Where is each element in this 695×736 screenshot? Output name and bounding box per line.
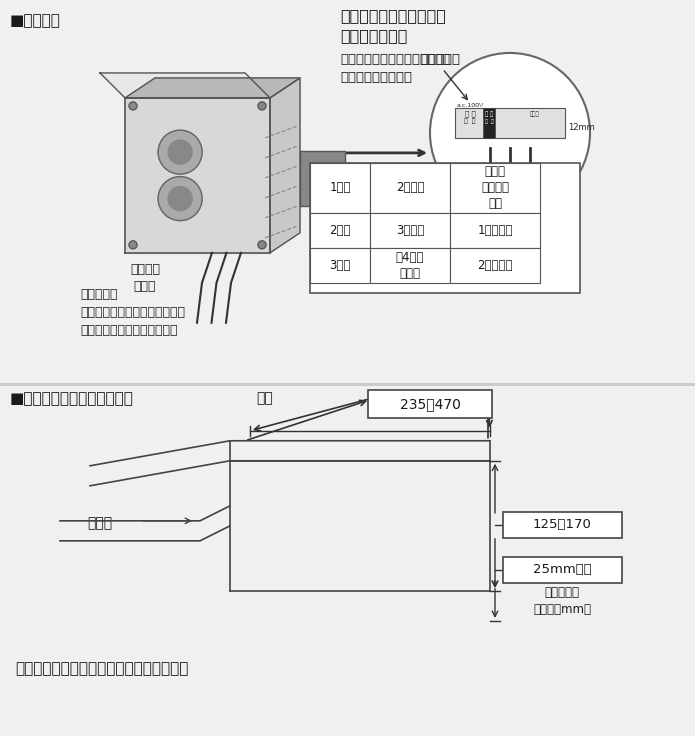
Polygon shape: [125, 78, 300, 98]
Text: 2台目より: 2台目より: [477, 259, 513, 272]
Bar: [310, 163, 580, 293]
Text: （ご注意）
黒（活線側）、白（接地側）に
注意して結線してください。: （ご注意） 黒（活線側）、白（接地側）に 注意して結線してください。: [80, 288, 185, 337]
Text: ■取付可能な換気孔の大きさ: ■取付可能な換気孔の大きさ: [10, 391, 134, 406]
Text: 25mm以上: 25mm以上: [532, 563, 591, 576]
Bar: [455, 108, 565, 138]
Circle shape: [258, 241, 266, 249]
Text: 結線作業がワンタッチの
速結端子採用！: 結線作業がワンタッチの 速結端子採用！: [340, 8, 446, 43]
FancyBboxPatch shape: [503, 557, 622, 583]
Text: 屋外配線
の場合: 屋外配線 の場合: [130, 263, 160, 293]
Text: a.c.100V: a.c.100V: [478, 104, 500, 108]
Text: 白  黒: 白 黒: [464, 118, 476, 124]
Text: 235～470: 235～470: [400, 397, 460, 411]
Text: 電 源: 電 源: [485, 111, 493, 117]
Text: 電気工事は、屋外、室内のどちら
からでも可能です。: 電気工事は、屋外、室内のどちら からでも可能です。: [340, 53, 460, 84]
Text: 白  黒: 白 黒: [484, 119, 493, 124]
Circle shape: [158, 130, 202, 174]
Bar: [310, 163, 370, 213]
Text: VVF: VVF: [496, 188, 514, 198]
Circle shape: [158, 177, 202, 221]
Bar: [483, 108, 495, 138]
Bar: [310, 213, 370, 248]
Text: 1台目より: 1台目より: [477, 224, 513, 237]
Text: a.c.100V: a.c.100V: [457, 104, 484, 108]
Bar: [450, 213, 540, 248]
FancyBboxPatch shape: [503, 512, 622, 538]
Text: 速結端子: 速結端子: [420, 53, 467, 99]
Circle shape: [168, 187, 192, 210]
FancyBboxPatch shape: [368, 390, 492, 418]
Text: 3台目へ: 3台目へ: [396, 224, 424, 237]
Polygon shape: [270, 78, 300, 252]
Bar: [370, 163, 450, 213]
Circle shape: [258, 102, 266, 110]
Circle shape: [129, 241, 137, 249]
Polygon shape: [100, 73, 270, 98]
Text: ゲージ: ゲージ: [530, 111, 540, 117]
Text: 布基礎: 布基礎: [88, 516, 113, 530]
Text: 12mm: 12mm: [568, 124, 595, 132]
Bar: [450, 163, 540, 213]
Bar: [370, 248, 450, 283]
Text: 土台: 土台: [256, 391, 273, 405]
Polygon shape: [125, 98, 270, 252]
Bar: [450, 248, 540, 283]
Circle shape: [168, 140, 192, 164]
Text: ■結線方法: ■結線方法: [10, 13, 61, 28]
Text: タイム
スイッチ
より: タイム スイッチ より: [481, 166, 509, 210]
Circle shape: [430, 53, 590, 213]
Bar: [310, 248, 370, 283]
Text: 必要です。
（単位：mm）: 必要です。 （単位：mm）: [533, 586, 591, 616]
Text: 1台目: 1台目: [329, 181, 351, 194]
Text: 2台目へ: 2台目へ: [395, 181, 424, 194]
Text: 出 力: 出 力: [465, 110, 475, 117]
Text: （4台目
以降）: （4台目 以降）: [395, 251, 424, 280]
Bar: [300, 152, 345, 206]
Text: 125～170: 125～170: [532, 518, 591, 531]
Text: 取付開口の対応寸法が広く、施工が簡単！: 取付開口の対応寸法が広く、施工が簡単！: [15, 661, 188, 676]
Circle shape: [129, 102, 137, 110]
Text: 2台目: 2台目: [329, 224, 351, 237]
Bar: [370, 213, 450, 248]
Text: 3台目: 3台目: [329, 259, 351, 272]
